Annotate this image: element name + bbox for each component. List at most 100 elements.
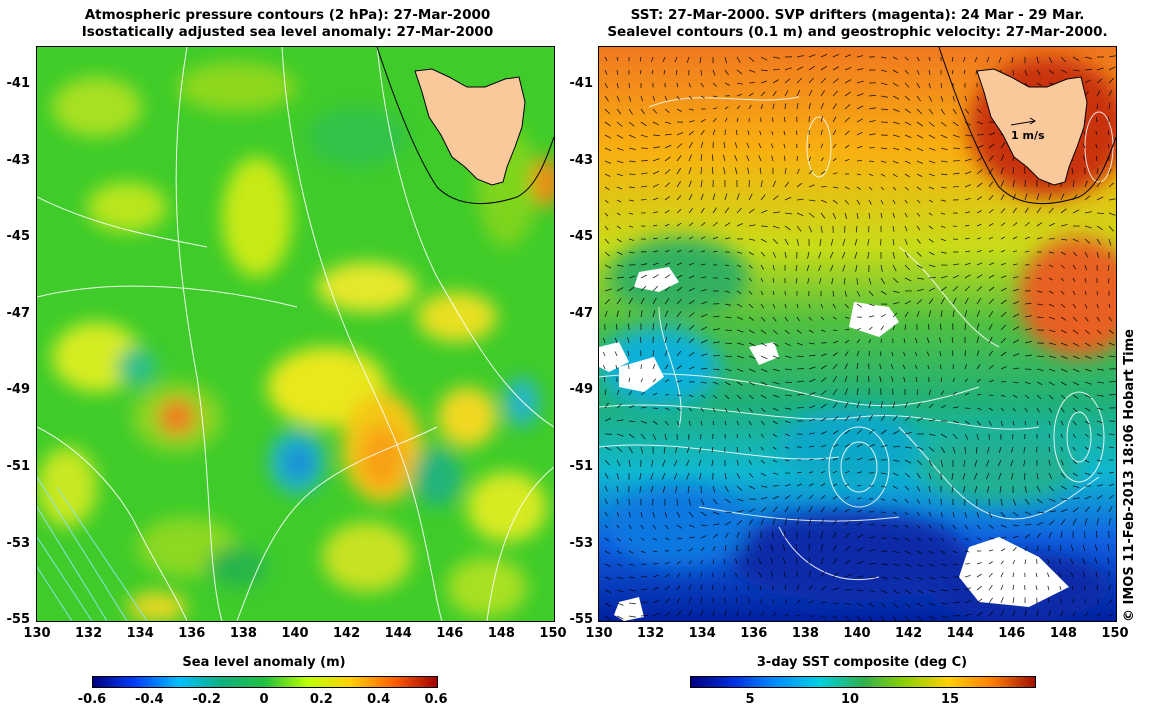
velocity-arrow [616, 389, 620, 396]
velocity-arrow [964, 224, 970, 227]
velocity-arrow [759, 167, 762, 175]
velocity-arrow [651, 56, 654, 62]
velocity-arrow [1000, 312, 1007, 318]
velocity-arrow [688, 524, 695, 528]
velocity-arrow [832, 66, 840, 71]
velocity-arrow [1000, 524, 1007, 528]
velocity-arrow [820, 544, 824, 552]
velocity-arrow [832, 143, 837, 149]
velocity-arrow [879, 376, 882, 383]
velocity-arrow [1024, 354, 1032, 357]
velocity-arrow [627, 337, 630, 344]
velocity-arrow [1048, 407, 1053, 413]
velocity-arrow [820, 186, 827, 188]
velocity-arrow [904, 550, 911, 554]
velocity-arrow [1048, 368, 1056, 372]
x-tick-label: 146 [436, 626, 464, 641]
velocity-arrow [675, 446, 678, 454]
y-tick-label: -51 [6, 459, 31, 474]
velocity-arrow [844, 457, 851, 461]
velocity-arrow [928, 563, 935, 567]
velocity-arrow [700, 535, 707, 539]
velocity-arrow [940, 459, 944, 467]
velocity-arrow [676, 380, 683, 383]
x-tick-label: 150 [539, 626, 567, 641]
velocity-arrow [892, 173, 898, 178]
velocity-arrow [988, 209, 994, 214]
y-tick-label: -45 [569, 229, 594, 245]
velocity-arrow [628, 199, 635, 202]
velocity-arrow [916, 485, 921, 492]
velocity-arrow [602, 351, 606, 357]
velocity-arrow [844, 429, 851, 435]
velocity-arrow [832, 416, 839, 422]
velocity-arrow [951, 485, 954, 493]
velocity-arrow [892, 485, 898, 490]
velocity-arrow [616, 323, 618, 331]
velocity-arrow [832, 172, 838, 175]
velocity-arrow [686, 446, 690, 454]
velocity-arrow [784, 116, 786, 123]
velocity-arrow [604, 212, 609, 217]
velocity-arrow [928, 615, 936, 620]
velocity-arrow [640, 614, 649, 617]
velocity-arrow [820, 102, 824, 110]
velocity-arrow [1048, 56, 1053, 64]
velocity-arrow [868, 615, 873, 621]
velocity-arrow [676, 597, 681, 604]
velocity-arrow [892, 290, 900, 294]
velocity-arrow [916, 212, 921, 217]
velocity-arrow [1108, 66, 1116, 71]
velocity-arrow [1000, 180, 1004, 188]
velocity-arrow [700, 289, 707, 292]
velocity-arrow [952, 446, 956, 454]
velocity-arrow [700, 420, 703, 426]
velocity-arrow [856, 199, 861, 205]
velocity-arrow [1036, 222, 1043, 227]
velocity-arrow [746, 142, 750, 149]
velocity-arrow [1094, 557, 1098, 565]
velocity-arrow [916, 563, 923, 567]
velocity-arrow [856, 118, 863, 123]
velocity-arrow [664, 133, 672, 136]
velocity-arrow [832, 519, 838, 526]
velocity-arrow [784, 446, 790, 449]
velocity-arrow [916, 511, 920, 516]
velocity-arrow [616, 524, 620, 529]
velocity-arrow [892, 186, 897, 191]
colorbar-tick-label: 0 [259, 692, 269, 707]
velocity-arrow [652, 285, 659, 292]
velocity-arrow [976, 95, 980, 101]
x-tick-label: 138 [229, 626, 257, 641]
velocity-arrow [796, 212, 804, 217]
velocity-arrow [998, 446, 1002, 454]
velocity-arrow [892, 134, 900, 138]
velocity-arrow [784, 613, 789, 617]
velocity-arrow [844, 589, 852, 591]
velocity-arrow [1084, 407, 1091, 412]
velocity-arrow [808, 418, 816, 422]
velocity-arrow [724, 394, 730, 400]
velocity-arrow [952, 588, 960, 591]
velocity-arrow [928, 602, 936, 606]
velocity-arrow [650, 485, 654, 493]
colorbar-tick-label: 0.6 [424, 692, 448, 707]
velocity-arrow [1012, 609, 1016, 617]
velocity-arrow [712, 420, 715, 426]
velocity-arrow [712, 407, 716, 413]
velocity-arrow [1072, 472, 1079, 477]
velocity-arrow [1084, 472, 1091, 476]
velocity-arrow [628, 275, 636, 279]
velocity-arrow [1096, 251, 1099, 259]
velocity-arrow [928, 446, 935, 452]
velocity-arrow [784, 181, 790, 188]
velocity-arrow [1072, 507, 1079, 513]
velocity-arrow [736, 355, 744, 359]
velocity-arrow [1012, 367, 1020, 370]
velocity-arrow [700, 166, 702, 175]
velocity-arrow [1024, 546, 1028, 552]
velocity-arrow [712, 207, 717, 214]
velocity-arrow [1012, 288, 1019, 292]
velocity-arrow [1096, 381, 1104, 384]
velocity-arrow [688, 312, 695, 318]
